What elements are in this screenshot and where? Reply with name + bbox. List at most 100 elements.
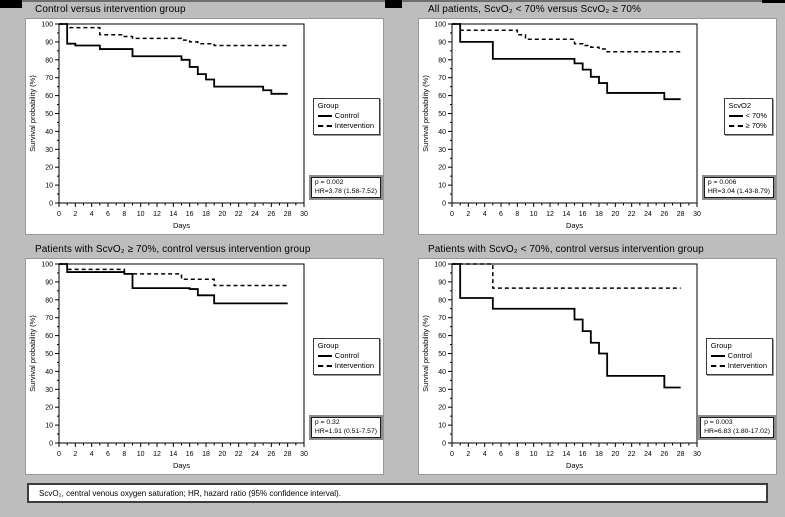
survival-curve-control	[59, 263, 288, 305]
x-tick-label: 24	[644, 451, 652, 458]
x-tick-label: 20	[218, 211, 226, 218]
y-tick-label: 60	[45, 333, 53, 340]
y-tick-label: 0	[442, 441, 446, 448]
x-tick-label: 14	[562, 211, 570, 218]
x-tick-label: 22	[235, 451, 243, 458]
x-tick-label: 16	[579, 451, 587, 458]
plot-frame	[58, 23, 305, 204]
x-tick-label: 16	[186, 451, 194, 458]
x-tick-label: 4	[483, 451, 487, 458]
y-tick-label: 70	[45, 75, 53, 82]
plot-frame	[451, 23, 698, 204]
y-tick-label: 90	[438, 39, 446, 46]
y-tick-label: 100	[434, 262, 446, 269]
survival-curve-intervention	[59, 263, 288, 287]
scan-artifact-black-tab-left	[0, 0, 22, 8]
panel-title-all-patients-scvo2: All patients, ScvO₂ < 70% versus ScvO₂ ≥…	[428, 4, 642, 15]
y-tick-label: 70	[438, 75, 446, 82]
footnote-text: ScvO₂, central venous oxygen saturation;…	[39, 488, 341, 498]
x-tick-label: 22	[628, 211, 636, 218]
x-tick-label: 16	[579, 211, 587, 218]
y-tick-label: 80	[438, 297, 446, 304]
x-tick-label: 28	[284, 211, 292, 218]
y-tick-label: 10	[45, 423, 53, 430]
y-tick-label: 0	[49, 201, 53, 208]
x-tick-label: 2	[73, 451, 77, 458]
legend-entry-label: Intervention	[727, 361, 767, 370]
x-tick-label: 6	[499, 211, 503, 218]
x-tick-label: 20	[611, 451, 619, 458]
km-panel-scvo2-lt70: 0 10 20 30 40 50 60 70 80 90 100 0 2 4 6 8 10 12 14 16 18 20 2…	[418, 258, 777, 475]
legend-dashed-line-icon	[317, 125, 332, 127]
stats-box: p = 0.32 HR=1.91 (0.51-7.57)	[308, 415, 384, 440]
panel-title-scvo2-ge70: Patients with ScvO₂ ≥ 70%, control versu…	[35, 244, 311, 255]
y-tick-label: 40	[45, 129, 53, 136]
legend-box: Group Control Intervention	[312, 338, 380, 375]
x-tick-label: 28	[677, 211, 685, 218]
y-tick-label: 60	[438, 333, 446, 340]
x-tick-label: 26	[660, 211, 668, 218]
legend-solid-line-icon	[317, 355, 332, 357]
x-tick-label: 18	[202, 211, 210, 218]
x-tick-label: 20	[218, 451, 226, 458]
y-tick-label: 10	[438, 423, 446, 430]
y-axis-label: Survival probability (%)	[421, 75, 430, 152]
y-tick-label: 90	[438, 279, 446, 286]
x-tick-label: 12	[153, 211, 161, 218]
y-axis-label: Survival probability (%)	[28, 315, 37, 392]
x-tick-label: 18	[202, 451, 210, 458]
x-tick-label: 18	[595, 451, 603, 458]
x-tick-label: 10	[137, 451, 145, 458]
y-tick-label: 50	[438, 111, 446, 118]
x-tick-label: 22	[235, 211, 243, 218]
x-tick-label: 0	[57, 451, 61, 458]
stats-box: p = 0.006 HR=3.04 (1.43-8.79)	[701, 175, 777, 200]
footnote-box: ScvO₂, central venous oxygen saturation;…	[27, 483, 768, 503]
x-axis-label: Days	[566, 221, 583, 230]
legend-entry-label: < 70%	[745, 111, 767, 120]
p-value: p = 0.002	[314, 179, 344, 186]
legend-box: Group Control Intervention	[312, 98, 380, 135]
legend-entry-label: Intervention	[334, 361, 374, 370]
panel-title-control-vs-intervention: Control versus intervention group	[35, 4, 186, 15]
y-tick-label: 80	[438, 57, 446, 64]
x-tick-label: 24	[644, 211, 652, 218]
hazard-ratio: HR=1.91 (0.51-7.57)	[314, 427, 377, 435]
y-tick-label: 30	[45, 147, 53, 154]
y-tick-label: 40	[438, 129, 446, 136]
x-tick-label: 6	[106, 451, 110, 458]
legend-dashed-line-icon	[317, 365, 332, 367]
y-tick-label: 80	[45, 57, 53, 64]
hazard-ratio: HR=3.78 (1.58-7.52)	[314, 187, 377, 195]
y-tick-label: 50	[45, 111, 53, 118]
legend-box: ScvO2 < 70% ≥ 70%	[723, 98, 773, 135]
x-tick-label: 6	[499, 451, 503, 458]
x-tick-label: 2	[73, 211, 77, 218]
stats-box: p = 0.003 HR=6.83 (1.80-17.02)	[698, 415, 776, 440]
y-tick-label: 50	[45, 351, 53, 358]
y-tick-label: 20	[438, 405, 446, 412]
y-tick-label: 90	[45, 279, 53, 286]
survival-curve-control	[59, 23, 288, 95]
legend-dashed-line-icon	[710, 365, 725, 367]
x-tick-label: 20	[611, 211, 619, 218]
x-tick-label: 8	[122, 211, 126, 218]
legend-solid-line-icon	[728, 115, 743, 117]
y-tick-label: 0	[442, 201, 446, 208]
y-tick-label: 100	[434, 22, 446, 29]
x-tick-label: 16	[186, 211, 194, 218]
y-tick-label: 40	[438, 369, 446, 376]
x-tick-label: 14	[169, 211, 177, 218]
x-tick-label: 30	[693, 211, 701, 218]
x-tick-label: 14	[562, 451, 570, 458]
p-value: p = 0.006	[707, 179, 737, 186]
x-tick-label: 14	[169, 451, 177, 458]
x-tick-label: 26	[267, 211, 275, 218]
legend-solid-line-icon	[710, 355, 725, 357]
x-tick-label: 30	[300, 451, 308, 458]
y-tick-label: 30	[438, 147, 446, 154]
survival-curve-control	[452, 263, 681, 389]
x-tick-label: 12	[153, 451, 161, 458]
